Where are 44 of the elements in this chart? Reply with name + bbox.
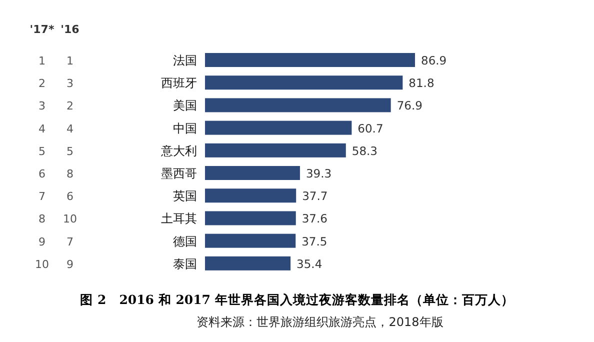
y-tick-label: 中国 [173,121,197,136]
text: 5 [38,144,46,158]
text: 4 [66,122,74,136]
y-tick-label: 意大利 [160,144,197,158]
y-tick-label: 墨西哥 [161,166,197,180]
text: '17* [30,23,54,36]
text: 5 [66,144,74,158]
data-label: 37.7 [302,189,328,204]
text: 3 [38,100,46,113]
text: 3 [66,77,74,90]
data-label: 58.3 [352,144,378,158]
text: 10 [35,258,49,271]
y-tick-label: 德国 [173,234,197,248]
text: 6 [66,190,74,204]
text: 2 [66,100,74,113]
text: 7 [38,190,46,204]
data-label: 86.9 [421,54,447,68]
y-tick-label: 法国 [173,54,197,68]
text: 资料来源：世界旅游组织旅游亮点，2018年版 [196,315,444,329]
data-label: 37.6 [302,212,328,226]
text: 2 [38,77,46,90]
data-label: 37.5 [302,234,328,248]
text: 4 [38,122,46,136]
text: 8 [66,168,74,180]
text: '16 [60,23,80,36]
text: 7 [66,235,74,248]
text: 图 2 2016 和 2017 年世界各国入境过夜游客数量排名（单位：百万人） [80,292,514,307]
text: 9 [38,235,46,248]
data-label: 76.9 [396,98,422,113]
text: 9 [66,258,74,271]
y-tick-label: 土耳其 [161,212,197,226]
y-tick-label: 美国 [173,98,197,113]
text: 1 [66,54,74,68]
data-label: 81.8 [408,76,434,90]
text: 6 [38,168,46,180]
y-tick-label: 西班牙 [161,76,197,90]
y-tick-label: 泰国 [173,256,197,271]
text: 1 [38,54,46,68]
data-label: 60.7 [358,121,384,136]
data-label: 39.3 [306,166,332,180]
data-label: 35.4 [296,256,322,271]
text: 10 [63,212,77,226]
y-tick-label: 英国 [173,189,197,204]
text: 8 [38,212,46,226]
